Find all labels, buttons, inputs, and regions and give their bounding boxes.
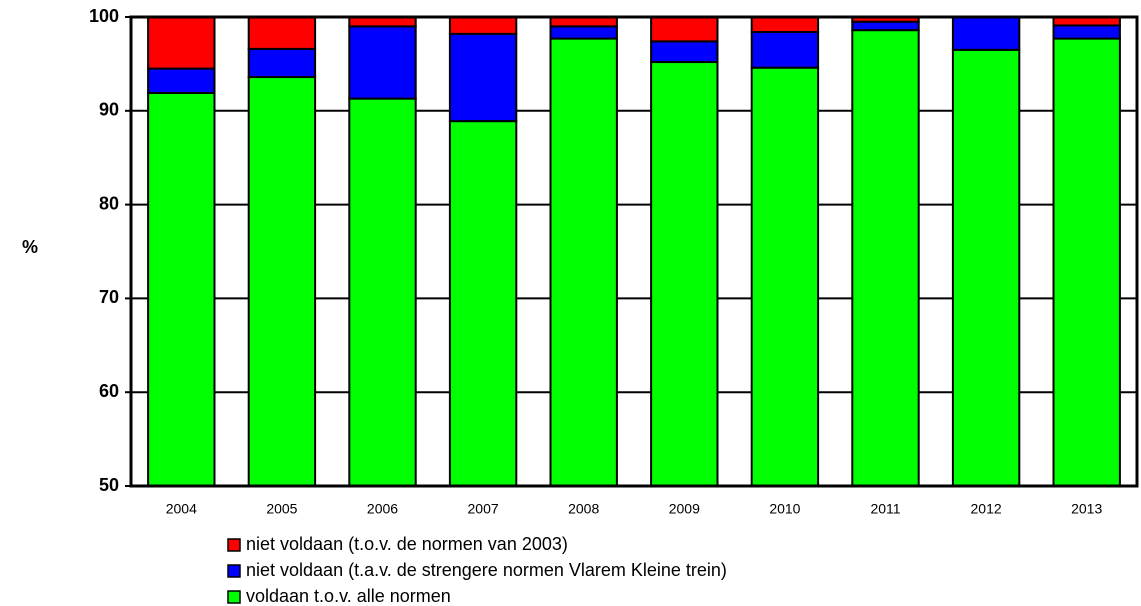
bar-segment [650,40,719,64]
bar-segment [348,25,417,100]
legend-swatch [227,590,241,604]
bar-segment [851,20,920,32]
bar-segment [951,16,1021,51]
y-tick-label: 90 [99,100,119,120]
x-tick-label: 2004 [166,501,197,517]
bar-segment [448,16,518,35]
bar-segment [750,66,820,487]
bar-segment [247,16,317,50]
y-tick-label: 80 [99,193,119,213]
bar-segment [147,67,216,94]
bar-segment [147,91,216,487]
bar-segment [448,32,518,123]
legend-label: voldaan t.o.v. alle normen [246,586,451,606]
bar-segment [448,120,518,487]
bar-segment [247,47,317,79]
x-tick-label: 2011 [870,501,900,517]
y-tick-label: 70 [99,287,119,307]
bar-segment [750,31,820,69]
bar-segment [549,37,618,487]
bar-segment [1052,24,1121,40]
x-tick-label: 2013 [1071,501,1102,517]
x-tick-label: 2008 [568,501,599,517]
legend-swatch [227,564,241,578]
legend-swatch [227,538,241,552]
x-tick-label: 2009 [669,501,700,517]
plot-frame [129,15,1139,488]
x-tick-label: 2005 [266,501,297,517]
bar-segment [348,97,417,488]
y-tick-label: 50 [99,475,119,495]
bar-segment [1052,37,1121,487]
x-tick-label: 2012 [971,501,1002,517]
y-tick-label: 60 [99,381,119,401]
bar-segment [147,16,216,70]
legend-label: niet voldaan (t.a.v. de strengere normen… [246,560,727,580]
y-axis-label: % [22,237,38,257]
bar-segment [951,48,1021,488]
bar-segment [650,16,719,43]
bar-segment [549,25,618,40]
x-tick-label: 2007 [468,501,499,517]
bar-segment [247,76,317,487]
y-tick-label: 100 [89,6,119,26]
bar-segment [750,16,820,34]
bar-segment [851,29,920,488]
legend-label: niet voldaan (t.o.v. de normen van 2003) [246,534,568,554]
bar-segment [650,61,719,488]
x-tick-label: 2006 [367,501,398,517]
x-tick-label: 2010 [769,501,800,517]
